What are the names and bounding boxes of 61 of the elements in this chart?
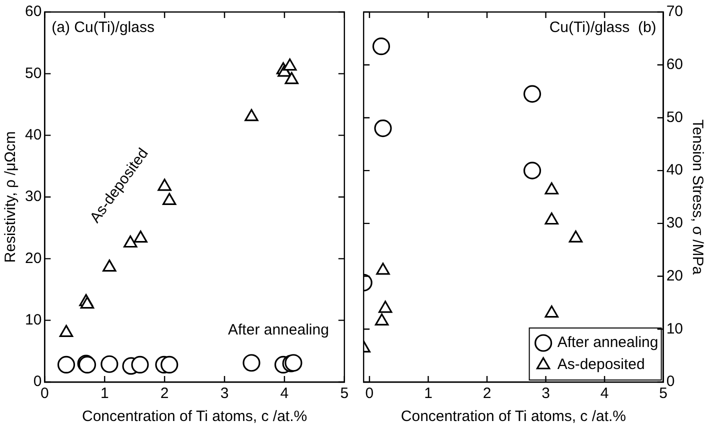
y2-tick-label: 70	[666, 3, 684, 20]
y2-tick-label: 40	[666, 162, 684, 179]
point	[376, 262, 390, 275]
y-tick-label: 50	[24, 64, 42, 82]
y2-tick-label: 30	[666, 214, 684, 232]
y2-tick-label: 60	[666, 56, 684, 73]
point	[544, 305, 559, 318]
x-tick-label: 4	[280, 385, 289, 402]
point	[124, 235, 138, 248]
x-tick-label: 3	[220, 385, 229, 402]
y-tick-label: 20	[24, 250, 42, 267]
y2-tick-label: 0	[666, 373, 675, 390]
point	[131, 356, 149, 374]
point	[100, 355, 118, 373]
point	[102, 260, 116, 272]
legend-label: After annealing	[557, 334, 658, 352]
point	[374, 119, 392, 138]
legend-label: As-deposited	[557, 356, 645, 374]
x-tick-label: 0	[365, 385, 374, 402]
point	[80, 296, 94, 309]
y2-tick-label: 20	[666, 267, 684, 284]
point	[282, 58, 297, 71]
point	[59, 324, 74, 337]
y-tick-label: 30	[24, 188, 42, 206]
point	[374, 313, 389, 326]
y2-tick-label: 50	[666, 108, 684, 126]
point	[378, 300, 392, 313]
point	[134, 230, 148, 243]
point	[242, 354, 260, 372]
x-axis-title: Concentration of Ti atoms, c /at.%	[400, 408, 626, 426]
y-axis-title: Resistivity, ρ /μΩcm	[2, 131, 20, 263]
point	[523, 85, 542, 103]
point	[57, 356, 76, 374]
point	[162, 192, 176, 205]
point	[568, 230, 583, 243]
annotation: Cu(Ti)/glass (b)	[549, 19, 656, 36]
x-tick-label: 3	[542, 385, 550, 402]
x-tick-label: 2	[482, 385, 492, 402]
point	[284, 72, 299, 84]
point	[160, 356, 178, 374]
point	[544, 212, 559, 225]
x-tick-label: 1	[424, 385, 432, 402]
x-axis-title: Concentration of Ti atoms, c /at.%	[82, 408, 308, 426]
point	[372, 38, 390, 56]
annotation: After annealing	[228, 321, 329, 338]
x-tick-label: 1	[100, 385, 109, 402]
y2-axis-title: Tension Stress, σ /MPa	[688, 119, 706, 276]
point	[544, 182, 559, 194]
point	[244, 109, 258, 122]
y-tick-label: 0	[33, 373, 42, 390]
x-tick-label: 5	[340, 385, 349, 402]
annotation: (a) Cu(Ti)/glass	[52, 19, 154, 36]
point	[158, 178, 172, 191]
y-tick-label: 60	[24, 3, 42, 20]
x-tick-label: 4	[600, 385, 609, 402]
x-tick-label: 5	[659, 385, 668, 402]
point	[523, 162, 542, 180]
y-tick-label: 10	[24, 311, 42, 328]
y2-tick-label: 10	[666, 320, 684, 338]
x-tick-label: 2	[160, 385, 169, 402]
y-tick-label: 40	[24, 126, 42, 144]
